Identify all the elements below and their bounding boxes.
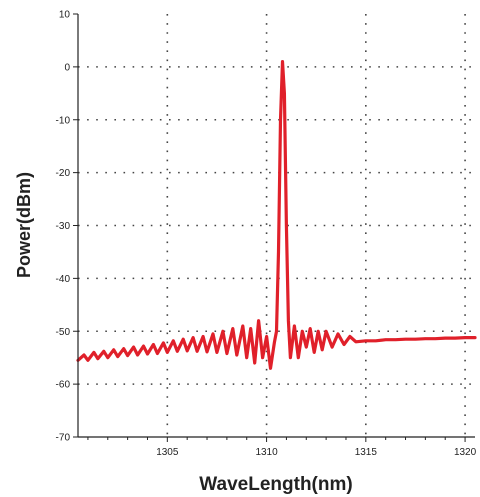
plot-background bbox=[78, 14, 475, 437]
y-tick-label: -70 bbox=[56, 433, 71, 444]
x-axis-title: WaveLength(nm) bbox=[199, 474, 352, 495]
y-tick-label: -60 bbox=[56, 380, 71, 391]
y-tick-label: -30 bbox=[56, 221, 71, 232]
x-tick-label: 1305 bbox=[156, 447, 179, 458]
axes-layer bbox=[73, 13, 475, 442]
y-tick-label: 0 bbox=[64, 62, 70, 73]
tick-label-layer: 10 0 -10 -20 -30 -40 -50 -60 -70 1305 1310 1315 1320 bbox=[56, 10, 477, 459]
x-tick-label: 1320 bbox=[454, 447, 477, 458]
y-tick-label: -40 bbox=[56, 274, 71, 285]
y-tick-label: -10 bbox=[56, 115, 71, 126]
series-line bbox=[76, 59, 477, 370]
x-tick-label: 1315 bbox=[355, 447, 378, 458]
y-axis-title: Power(dBm) bbox=[14, 172, 34, 278]
y-tick-label: -20 bbox=[56, 168, 71, 179]
y-tick-label: 10 bbox=[59, 10, 71, 21]
x-tick-label: 1310 bbox=[255, 447, 278, 458]
series-layer bbox=[76, 59, 477, 370]
y-tick-label: -50 bbox=[56, 327, 71, 338]
